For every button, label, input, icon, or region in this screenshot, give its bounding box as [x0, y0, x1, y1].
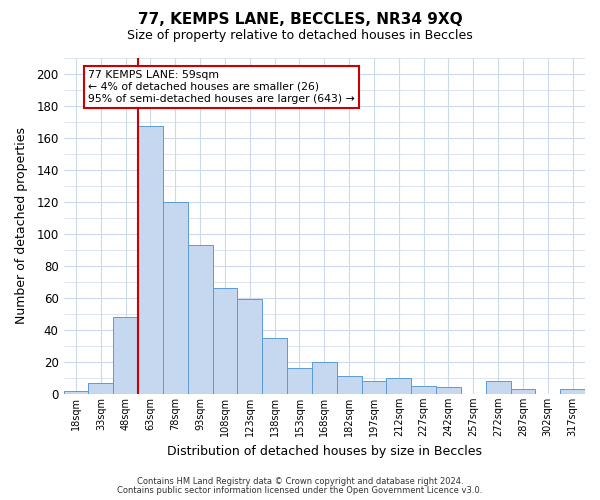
Y-axis label: Number of detached properties: Number of detached properties [15, 127, 28, 324]
Text: 77, KEMPS LANE, BECCLES, NR34 9XQ: 77, KEMPS LANE, BECCLES, NR34 9XQ [137, 12, 463, 28]
Text: Contains public sector information licensed under the Open Government Licence v3: Contains public sector information licen… [118, 486, 482, 495]
Bar [212, 288, 238, 394]
Bar [138, 126, 163, 394]
X-axis label: Distribution of detached houses by size in Beccles: Distribution of detached houses by size … [167, 444, 482, 458]
Bar [188, 245, 212, 394]
Bar [88, 382, 113, 394]
Bar [113, 317, 138, 394]
Bar [238, 300, 262, 394]
Bar [64, 390, 88, 394]
Bar [337, 376, 362, 394]
Bar [511, 389, 535, 394]
Bar [436, 388, 461, 394]
Bar [163, 202, 188, 394]
Bar [485, 381, 511, 394]
Bar [411, 386, 436, 394]
Text: Contains HM Land Registry data © Crown copyright and database right 2024.: Contains HM Land Registry data © Crown c… [137, 477, 463, 486]
Bar [362, 381, 386, 394]
Bar [287, 368, 312, 394]
Bar [262, 338, 287, 394]
Bar [560, 389, 585, 394]
Text: 77 KEMPS LANE: 59sqm
← 4% of detached houses are smaller (26)
95% of semi-detach: 77 KEMPS LANE: 59sqm ← 4% of detached ho… [88, 70, 355, 104]
Bar [386, 378, 411, 394]
Bar [312, 362, 337, 394]
Text: Size of property relative to detached houses in Beccles: Size of property relative to detached ho… [127, 29, 473, 42]
